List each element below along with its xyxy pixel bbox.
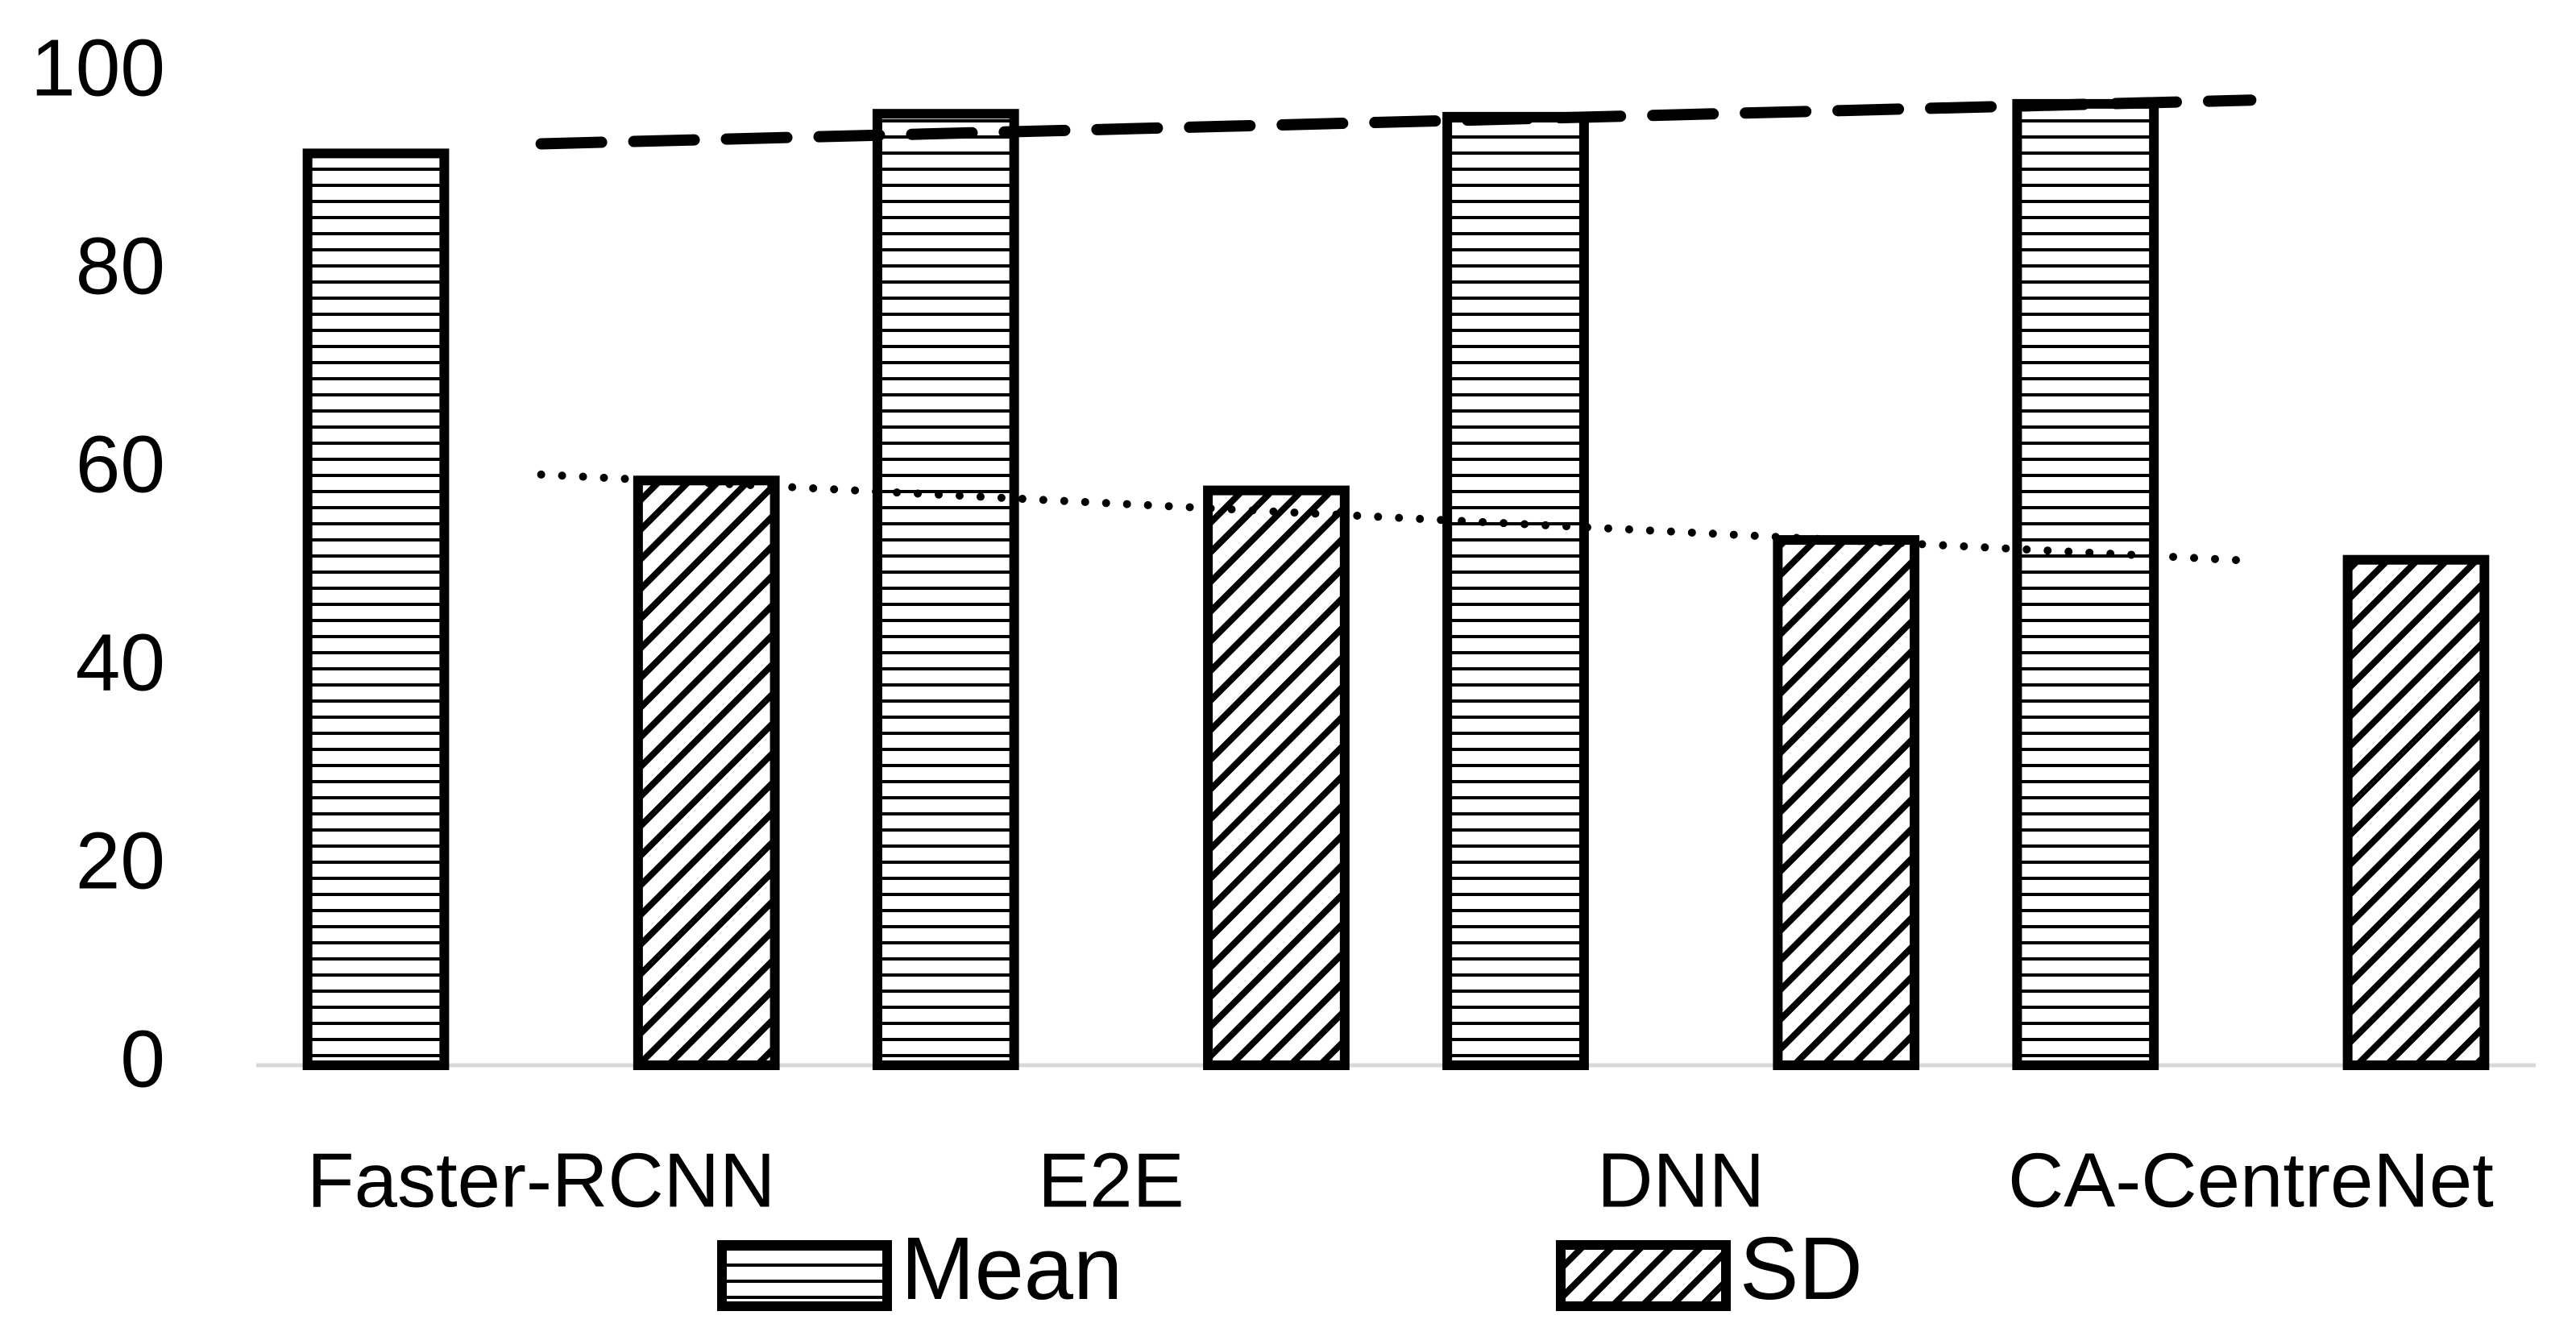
y-tick-label: 20 [76,815,165,906]
bar [1203,485,1350,1070]
legend-label: Mean [901,1219,1122,1318]
bar [1773,535,1920,1070]
y-tick-label: 100 [31,23,165,113]
legend-swatch [1556,1240,1731,1311]
bar [872,109,1019,1071]
x-tick-label: CA-CentreNet [2008,1137,2494,1223]
bar [633,475,780,1070]
x-tick-label: E2E [1038,1137,1184,1223]
bar [1442,111,1589,1070]
y-tick-label: 60 [76,419,165,509]
trendline [535,94,2257,150]
trendline [537,470,2255,565]
bar [2012,98,2159,1070]
x-tick-label: Faster-RCNN [307,1137,775,1223]
y-tick-label: 0 [120,1014,165,1104]
bar [2342,554,2490,1070]
legend-label: SD [1740,1219,1863,1318]
bar [302,148,450,1070]
y-tick-label: 80 [76,221,165,311]
y-tick-label: 40 [76,617,165,707]
legend-swatch [717,1240,892,1311]
x-tick-label: DNN [1597,1137,1765,1223]
